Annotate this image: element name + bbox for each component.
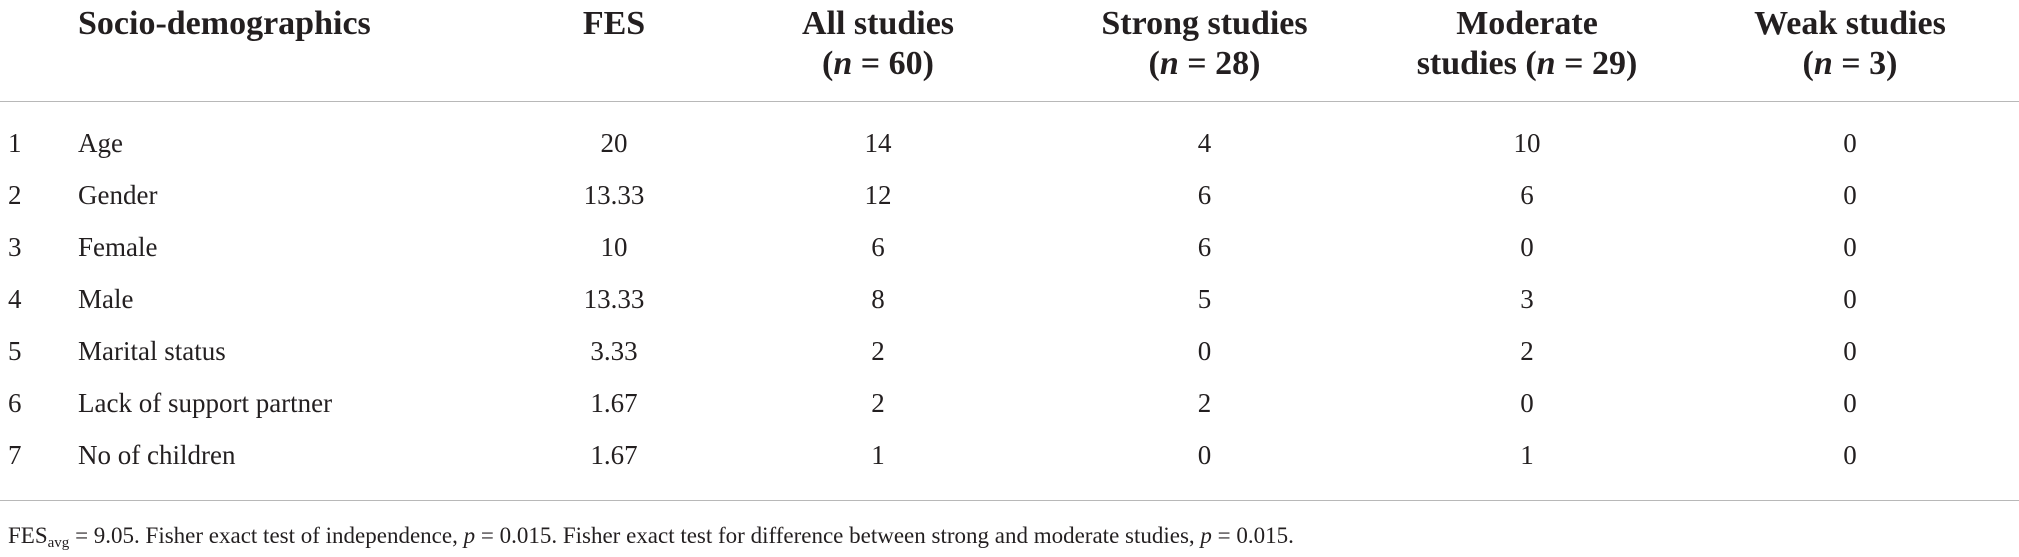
table-footnote: FESavg = 9.05. Fisher exact test of inde… xyxy=(8,522,1294,551)
header-weak-studies-line2-pre: ( xyxy=(1802,45,1814,82)
socio-demographics-table: Socio-demographics FES All studies (n = … xyxy=(0,0,2019,492)
header-moderate-studies-line2-pre: studies ( xyxy=(1416,45,1537,82)
header-moderate-studies-line1: Moderate xyxy=(1456,5,1598,42)
cell-weak-studies: 0 xyxy=(1843,128,1857,158)
header-row: Socio-demographics FES All studies (n = … xyxy=(0,0,2019,102)
cell-all-studies: 14 xyxy=(864,128,892,158)
table-body: 1 Age 20 14 4 10 0 2 Gender 13.33 12 6 6 0 3 Female 10 6 6… xyxy=(0,102,2019,492)
table-bottom-rule xyxy=(0,500,2019,501)
table-row: 6 Lack of support partner 1.67 2 2 0 0 xyxy=(0,377,2019,429)
cell-fes: 1.67 xyxy=(590,440,638,470)
header-all-studies-line2-pre: ( xyxy=(822,45,834,82)
footnote-fes-base: FES xyxy=(8,523,48,548)
data-table-container: Socio-demographics FES All studies (n = … xyxy=(0,0,2019,492)
header-weak-studies-line2-post: = 3) xyxy=(1832,45,1898,82)
cell-row-number: 1 xyxy=(8,128,22,158)
cell-moderate-studies: 3 xyxy=(1520,284,1534,314)
cell-weak-studies: 0 xyxy=(1843,180,1857,210)
cell-moderate-studies: 1 xyxy=(1520,440,1534,470)
cell-strong-studies: 0 xyxy=(1197,440,1212,470)
header-weak-studies: Weak studies (n = 3) xyxy=(1681,0,2019,102)
header-all-studies: All studies (n = 60) xyxy=(720,0,1036,102)
table-header: Socio-demographics FES All studies (n = … xyxy=(0,0,2019,102)
cell-weak-studies: 0 xyxy=(1843,336,1857,366)
cell-socio-demographic: Female xyxy=(78,232,158,262)
cell-strong-studies: 6 xyxy=(1197,180,1212,210)
cell-strong-studies: 6 xyxy=(1197,232,1212,262)
cell-all-studies: 12 xyxy=(864,180,892,210)
header-all-studies-n: n xyxy=(833,45,853,82)
footnote-part2: = 0.015. Fisher exact test for differenc… xyxy=(475,523,1201,548)
header-strong-studies-line2-post: = 28) xyxy=(1178,45,1261,82)
table-row: 2 Gender 13.33 12 6 6 0 xyxy=(0,169,2019,221)
cell-strong-studies: 0 xyxy=(1197,336,1212,366)
cell-all-studies: 8 xyxy=(871,284,885,314)
cell-fes: 3.33 xyxy=(590,336,638,366)
header-weak-studies-n: n xyxy=(1813,45,1833,82)
header-row-number xyxy=(0,0,78,102)
header-moderate-studies-n: n xyxy=(1536,45,1556,82)
table-row: 7 No of children 1.67 1 0 1 0 xyxy=(0,429,2019,491)
cell-fes: 1.67 xyxy=(590,388,638,418)
cell-moderate-studies: 2 xyxy=(1520,336,1534,366)
cell-fes: 13.33 xyxy=(583,180,645,210)
header-fes: FES xyxy=(508,0,720,102)
cell-row-number: 2 xyxy=(8,180,22,210)
header-all-studies-line1: All studies xyxy=(801,5,955,42)
footnote-p1-var: p xyxy=(463,523,476,548)
table-row: 3 Female 10 6 6 0 0 xyxy=(0,221,2019,273)
cell-fes: 20 xyxy=(600,128,628,158)
cell-weak-studies: 0 xyxy=(1843,388,1857,418)
cell-socio-demographic: No of children xyxy=(78,440,236,470)
cell-all-studies: 2 xyxy=(871,336,885,366)
cell-weak-studies: 0 xyxy=(1843,284,1857,314)
cell-strong-studies: 2 xyxy=(1197,388,1212,418)
cell-weak-studies: 0 xyxy=(1843,232,1857,262)
table-row: 5 Marital status 3.33 2 0 2 0 xyxy=(0,325,2019,377)
header-strong-studies-n: n xyxy=(1159,45,1179,82)
cell-row-number: 3 xyxy=(8,232,22,262)
cell-fes: 13.33 xyxy=(583,284,645,314)
footnote-part3: = 0.015. xyxy=(1211,523,1294,548)
cell-row-number: 5 xyxy=(8,336,22,366)
cell-fes: 10 xyxy=(600,232,628,262)
cell-socio-demographic: Marital status xyxy=(78,336,226,366)
header-all-studies-line2-post: = 60) xyxy=(852,45,934,82)
cell-all-studies: 1 xyxy=(871,440,885,470)
cell-moderate-studies: 6 xyxy=(1520,180,1534,210)
header-socio-demographics: Socio-demographics xyxy=(78,0,508,102)
cell-socio-demographic: Gender xyxy=(78,180,158,210)
header-strong-studies-line1: Strong studies xyxy=(1101,5,1308,42)
cell-row-number: 7 xyxy=(8,440,22,470)
cell-socio-demographic: Age xyxy=(78,128,123,158)
footnote-fes-sub: avg xyxy=(47,535,70,551)
header-weak-studies-line1: Weak studies xyxy=(1754,5,1946,42)
cell-moderate-studies: 0 xyxy=(1520,232,1534,262)
header-moderate-studies: Moderate studies (n = 29) xyxy=(1373,0,1681,102)
cell-socio-demographic: Male xyxy=(78,284,134,314)
cell-socio-demographic: Lack of support partner xyxy=(78,388,333,418)
header-moderate-studies-line2-post: = 29) xyxy=(1555,45,1638,82)
footnote-p2-var: p xyxy=(1200,523,1212,548)
cell-weak-studies: 0 xyxy=(1843,440,1857,470)
footnote-part1: = 9.05. Fisher exact test of independenc… xyxy=(69,523,464,548)
header-fes-text: FES xyxy=(582,5,646,42)
cell-all-studies: 2 xyxy=(871,388,885,418)
table-row: 1 Age 20 14 4 10 0 xyxy=(0,102,2019,170)
cell-strong-studies: 4 xyxy=(1197,128,1212,158)
cell-all-studies: 6 xyxy=(871,232,885,262)
header-strong-studies-line2-pre: ( xyxy=(1148,45,1160,82)
cell-row-number: 6 xyxy=(8,388,22,418)
cell-row-number: 4 xyxy=(8,284,22,314)
cell-moderate-studies: 0 xyxy=(1520,388,1534,418)
header-socio-demographics-text: Socio-demographics xyxy=(78,5,371,42)
header-strong-studies: Strong studies (n = 28) xyxy=(1036,0,1373,102)
table-row: 4 Male 13.33 8 5 3 0 xyxy=(0,273,2019,325)
cell-moderate-studies: 10 xyxy=(1513,128,1541,158)
cell-strong-studies: 5 xyxy=(1197,284,1212,314)
